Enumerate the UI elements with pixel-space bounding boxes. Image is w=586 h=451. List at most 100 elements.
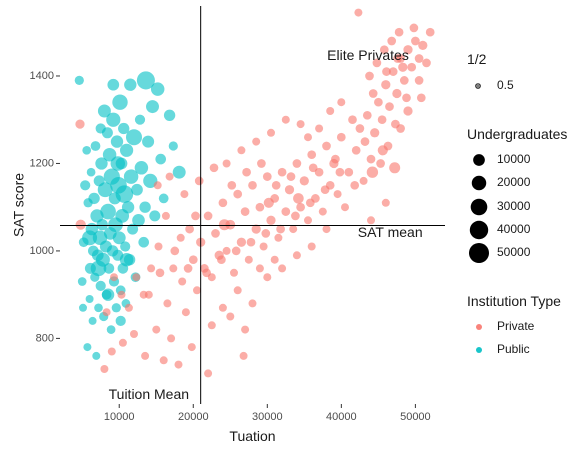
data-point-public <box>132 213 145 227</box>
data-point-private <box>366 166 379 178</box>
data-point-private <box>381 80 391 90</box>
data-point-private <box>372 58 382 68</box>
data-point-private <box>263 197 274 208</box>
data-point-private <box>304 133 312 142</box>
data-point-private <box>263 273 272 282</box>
data-point-public <box>158 193 169 204</box>
data-point-private <box>284 185 295 195</box>
data-point-private <box>218 303 227 312</box>
legend-size-key <box>471 175 487 191</box>
data-point-public <box>90 209 104 223</box>
legend-color-label-public: Public <box>497 342 530 356</box>
data-point-private <box>159 356 168 365</box>
reference-lines <box>60 6 445 404</box>
data-point-private <box>233 286 242 295</box>
data-point-public <box>168 141 178 151</box>
data-point-public <box>124 78 137 91</box>
data-point-private <box>293 193 304 204</box>
data-point-public <box>107 78 120 91</box>
data-point-public <box>118 122 130 135</box>
data-point-private <box>322 141 331 151</box>
data-point-private <box>252 137 261 146</box>
data-point-private <box>382 67 391 76</box>
data-point-private <box>274 233 283 242</box>
data-point-private <box>180 190 189 199</box>
x-tick-label: 20000 <box>178 411 209 423</box>
data-point-private <box>398 62 408 72</box>
data-point-private <box>277 167 287 177</box>
data-point-public <box>112 231 126 245</box>
data-point-private <box>414 54 424 63</box>
data-point-private <box>307 242 316 251</box>
legend: 1/2 0.5 Undergraduates 10000 20000 30000 40000… <box>467 51 567 356</box>
data-point-private <box>193 286 201 295</box>
x-tick-label: 10000 <box>104 411 135 423</box>
data-point-private <box>322 225 331 234</box>
data-point-public <box>127 223 139 235</box>
data-point-private <box>139 290 148 299</box>
data-point-private <box>248 299 257 308</box>
data-point-public <box>79 303 87 312</box>
data-point-private <box>381 198 390 207</box>
x-axis-title: Tuation <box>229 428 275 444</box>
legend-color-key-private <box>476 324 482 330</box>
data-point-private <box>403 106 413 116</box>
legend-size-label: 10000 <box>497 152 531 166</box>
data-point-private <box>362 110 372 120</box>
data-point-public <box>90 260 107 277</box>
data-point-public <box>112 94 128 110</box>
data-point-private <box>270 255 279 264</box>
data-point-private <box>207 321 216 330</box>
data-point-private <box>110 273 118 282</box>
legend-size-key <box>469 220 489 240</box>
legend-color-title: Institution Type <box>467 293 561 309</box>
data-point-private <box>124 303 133 312</box>
data-point-public <box>86 167 96 177</box>
legend-alpha-title: 1/2 <box>467 51 487 67</box>
y-tick-label: 1200 <box>30 157 54 169</box>
data-point-private <box>239 351 248 360</box>
data-point-private <box>368 89 378 98</box>
data-point-private <box>365 71 374 81</box>
data-point-public <box>94 303 103 313</box>
data-point-public <box>136 71 155 90</box>
data-point-private <box>117 290 126 299</box>
data-point-private <box>163 299 172 308</box>
data-point-private <box>292 251 301 260</box>
legend-size-label: 40000 <box>497 222 531 236</box>
data-point-public <box>134 114 146 125</box>
data-point-private <box>314 167 324 177</box>
data-point-private <box>154 242 163 251</box>
data-point-private <box>326 107 335 115</box>
data-point-private <box>388 67 398 76</box>
data-point-private <box>315 124 324 133</box>
data-point-private <box>188 255 198 265</box>
data-point-private <box>305 198 315 208</box>
data-point-private <box>181 308 190 317</box>
data-point-private <box>385 102 394 111</box>
data-point-private <box>425 27 435 37</box>
annotation-elite-privates: Elite Privates <box>327 47 409 63</box>
data-point-private <box>418 40 428 51</box>
data-point-private <box>174 360 183 369</box>
data-point-private <box>271 180 281 190</box>
data-point-private <box>396 124 405 133</box>
data-point-private <box>292 159 302 168</box>
data-point-private <box>333 190 342 199</box>
data-point-private <box>261 229 271 238</box>
data-point-private <box>354 8 363 17</box>
data-point-private <box>75 219 86 230</box>
data-point-private <box>236 237 247 247</box>
annotation-sat-mean: SAT mean <box>358 224 423 240</box>
data-point-private <box>147 264 156 273</box>
data-point-private <box>278 264 287 273</box>
data-point-private <box>218 198 228 208</box>
legend-size-label: 30000 <box>497 199 531 213</box>
data-point-private <box>337 98 346 107</box>
data-point-private <box>335 167 345 177</box>
data-point-private <box>226 312 235 321</box>
data-point-private <box>355 124 365 133</box>
data-point-public <box>85 295 94 303</box>
data-point-private <box>222 159 231 168</box>
data-point-private <box>257 159 266 168</box>
